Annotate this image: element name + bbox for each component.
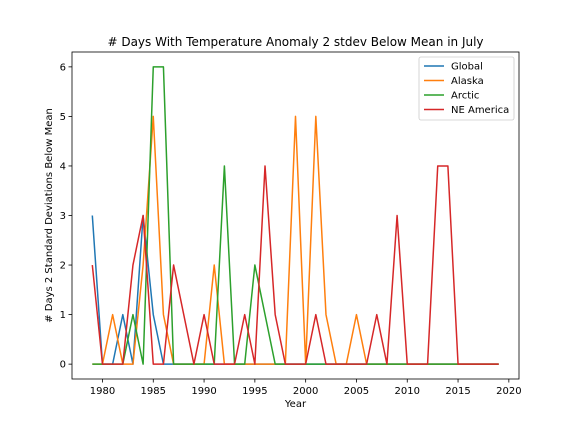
legend-label: NE America [451, 105, 509, 116]
y-tick-label: 0 [60, 360, 66, 371]
legend-label: Global [451, 62, 483, 73]
legend-items: Global Alaska Arctic NE America [424, 62, 509, 116]
legend-box [418, 56, 515, 121]
x-tick-label: 2005 [344, 386, 369, 397]
x-tick-label: 2015 [445, 386, 470, 397]
y-tick-label: 1 [60, 310, 66, 321]
axis-layer: 1980 1985 1990 1995 2000 2005 2010 2015 2020 0 1 2 3… [60, 62, 522, 397]
series-line-ne-america [91, 165, 499, 365]
x-tick-label: 1980 [90, 386, 115, 397]
series-layer [91, 66, 499, 365]
y-tick-label: 4 [60, 161, 66, 172]
y-axis-label: # Days 2 Standard Deviations Below Mean [44, 108, 55, 323]
x-axis-label: Year [284, 399, 307, 410]
legend-label: Arctic [451, 91, 479, 102]
x-tick-label: 1990 [191, 386, 216, 397]
y-tick-label: 5 [60, 112, 66, 123]
legend: Global Alaska Arctic NE America [418, 56, 515, 121]
chart-title: # Days With Temperature Anomaly 2 stdev … [107, 35, 483, 49]
x-tick-label: 1995 [242, 386, 267, 397]
x-tick-label: 1985 [141, 386, 166, 397]
y-tick-label: 3 [60, 211, 66, 222]
y-tick-label: 6 [60, 62, 66, 73]
y-tick-label: 2 [60, 261, 66, 272]
x-tick-label: 2000 [293, 386, 318, 397]
legend-label: Alaska [451, 76, 484, 87]
x-tick-label: 2020 [496, 386, 521, 397]
x-tick-label: 2010 [395, 386, 420, 397]
plot-frame [71, 51, 520, 380]
